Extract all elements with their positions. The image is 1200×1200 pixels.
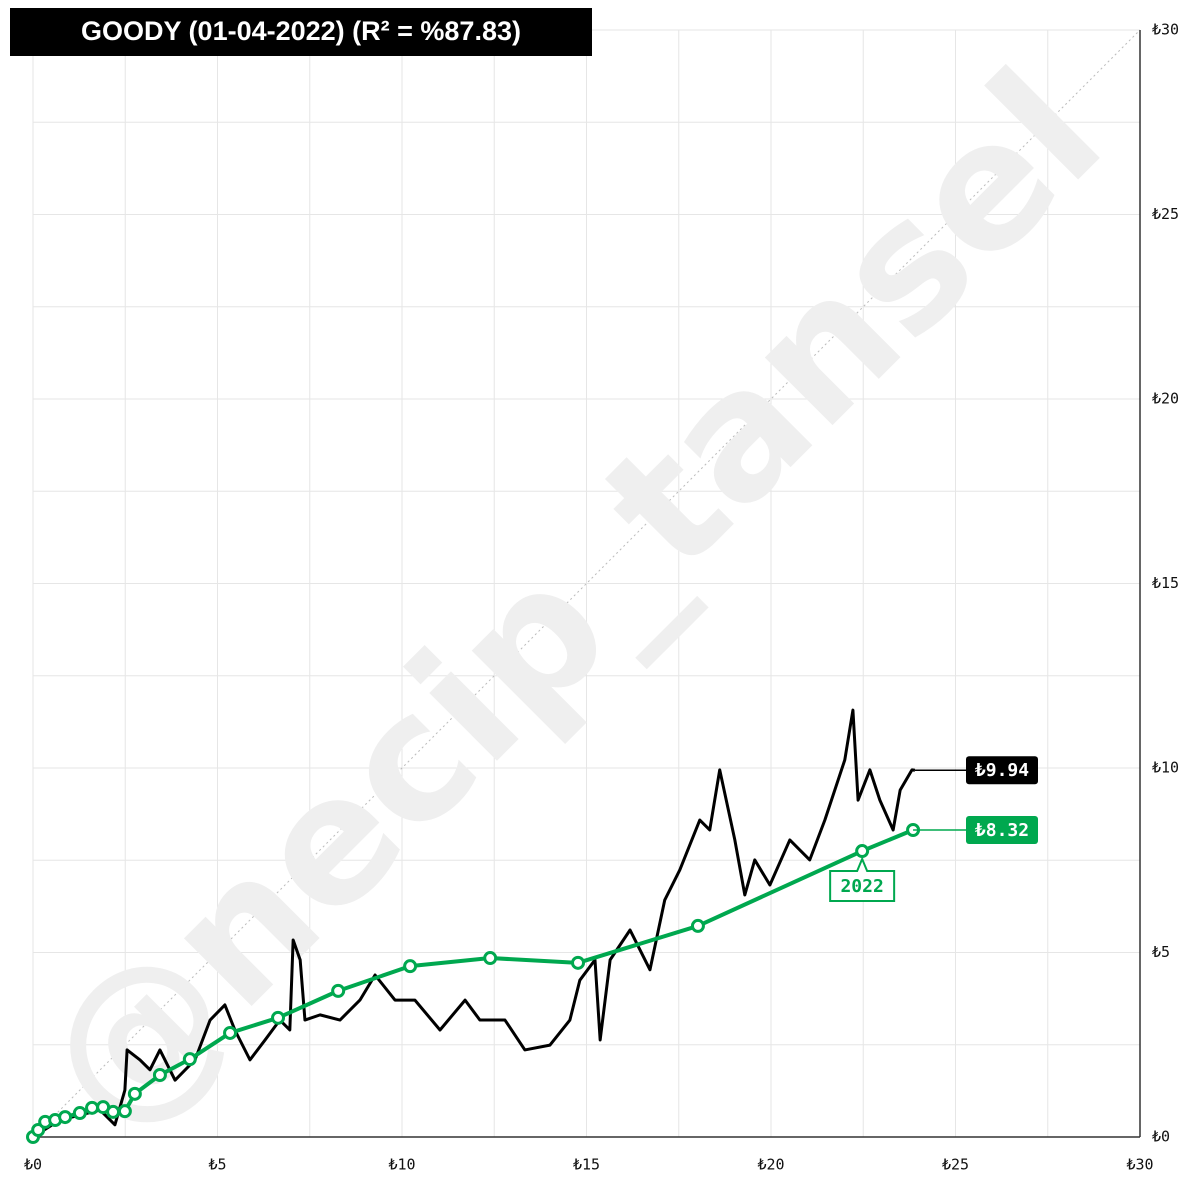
- point: [571, 955, 586, 970]
- chart-title: GOODY (01-04-2022) (R² = %87.83): [81, 16, 521, 46]
- point: [58, 1110, 73, 1125]
- point: [106, 1104, 121, 1119]
- y-tick-label: ₺0: [1152, 1128, 1170, 1146]
- y-tick-label: ₺20: [1152, 390, 1179, 408]
- reference-line: [32, 29, 1141, 1138]
- y-tick-label: ₺10: [1152, 759, 1179, 777]
- y-tick-label: ₺5: [1152, 943, 1170, 961]
- point: [483, 951, 498, 966]
- point: [271, 1010, 286, 1025]
- background: [32, 29, 1141, 1138]
- end-label-box: [966, 815, 1038, 844]
- annotation: 2022: [840, 876, 883, 897]
- point: [127, 1086, 142, 1101]
- end-label: ₺9.94: [975, 760, 1029, 781]
- point: [72, 1106, 87, 1121]
- x-tick-label: ₺0: [24, 1156, 42, 1174]
- x-tick-label: ₺25: [942, 1156, 969, 1174]
- x-tick-label: ₺15: [573, 1156, 600, 1174]
- point: [223, 1025, 238, 1040]
- x-tick-label: ₺10: [388, 1156, 415, 1174]
- point: [855, 844, 870, 859]
- y-tick-label: ₺30: [1152, 21, 1179, 39]
- end-label: ₺8.32: [975, 820, 1029, 841]
- annotation-box: [829, 856, 896, 903]
- point: [152, 1068, 167, 1083]
- point: [331, 983, 346, 998]
- point: [403, 959, 418, 974]
- end-label-box: [966, 756, 1038, 785]
- point: [85, 1100, 100, 1115]
- title-box: [10, 8, 592, 56]
- x-tick-label: ₺5: [208, 1156, 226, 1174]
- y-tick-label: ₺25: [1152, 205, 1179, 223]
- point: [182, 1052, 197, 1067]
- watermark: @necip_tansel: [4, 34, 1140, 1170]
- point: [690, 918, 705, 933]
- point: [117, 1104, 132, 1119]
- x-tick-label: ₺30: [1126, 1156, 1153, 1174]
- y-tick-label: ₺15: [1152, 574, 1179, 592]
- x-tick-label: ₺20: [757, 1156, 784, 1174]
